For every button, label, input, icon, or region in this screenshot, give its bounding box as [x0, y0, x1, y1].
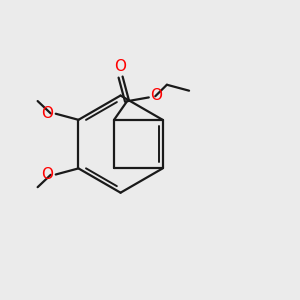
Text: O: O — [150, 88, 162, 104]
Text: O: O — [41, 167, 53, 182]
Text: O: O — [115, 58, 127, 74]
Text: O: O — [41, 106, 53, 121]
